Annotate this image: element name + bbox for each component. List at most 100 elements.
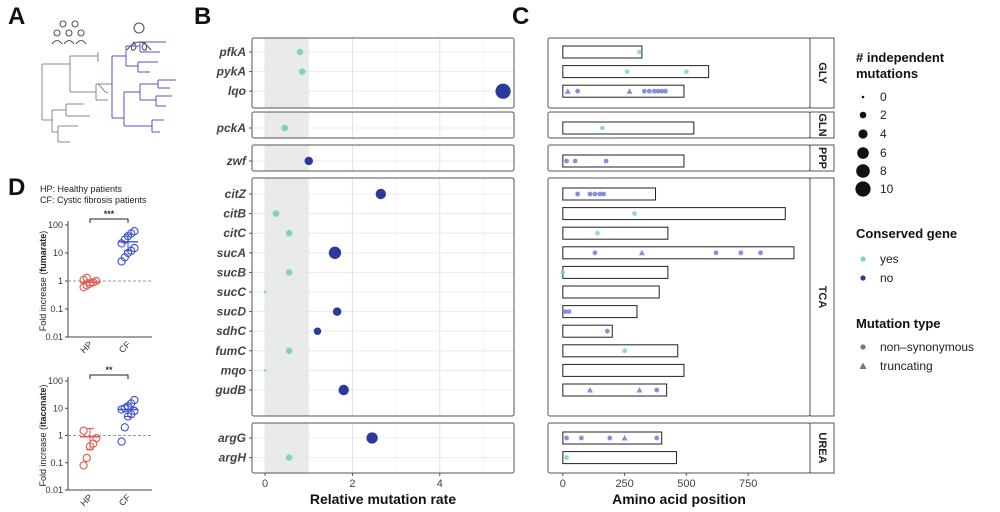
panel-d-letter: D bbox=[8, 174, 25, 201]
facet-strip-label: PPP bbox=[816, 147, 828, 169]
facet-frame bbox=[547, 422, 811, 474]
nonsyn-mutation bbox=[564, 435, 569, 441]
panel-b-mutation-rate-chart: pfkA pykA lqo pckA zwf citZ citB citC sucA sucB su… bbox=[214, 37, 515, 507]
rate-point bbox=[328, 246, 342, 259]
shaded-region bbox=[265, 423, 309, 473]
nonsyn-mutation bbox=[572, 158, 578, 164]
sample-point bbox=[117, 437, 126, 446]
gene-label: fumC bbox=[215, 344, 246, 358]
gene-length-bar bbox=[562, 431, 663, 445]
rate-point bbox=[281, 124, 289, 132]
gene-length-bar bbox=[562, 246, 795, 260]
y-axis-title: Fold increase (fumarate) bbox=[38, 231, 48, 332]
rate-point bbox=[375, 188, 387, 200]
facet-strip bbox=[809, 422, 835, 474]
facet-frame bbox=[251, 144, 515, 172]
y-tick-label: 100 bbox=[48, 220, 63, 230]
nonsyn-mutation bbox=[607, 435, 613, 441]
nonsyn-mutation bbox=[566, 309, 572, 314]
size-legend-label-6: 6 bbox=[880, 146, 887, 160]
hp-definition: HP: Healthy patients bbox=[40, 184, 123, 194]
rate-point bbox=[495, 83, 511, 99]
y-tick-label: 0.1 bbox=[50, 304, 63, 314]
facet-strip-label: GLN bbox=[816, 113, 828, 136]
x-tick-label: 0 bbox=[560, 478, 566, 490]
nonsyn-mutation bbox=[595, 230, 600, 236]
sample-point bbox=[130, 243, 139, 253]
nonsyn-mutation bbox=[684, 69, 689, 74]
sample-point bbox=[120, 423, 129, 432]
sample-point bbox=[82, 273, 91, 282]
y-axis-title-prefix: Fold increase ( bbox=[38, 272, 48, 332]
facet-frame bbox=[251, 177, 515, 417]
truncating-mutation bbox=[621, 435, 628, 441]
gene-length-bar bbox=[562, 451, 678, 465]
phylogeny-panel bbox=[41, 20, 176, 143]
panel-b-letter: B bbox=[194, 3, 211, 30]
nonsyn-mutation bbox=[738, 250, 744, 256]
nonsyn-mutation bbox=[641, 88, 647, 94]
sample-point bbox=[82, 453, 91, 463]
nonsyn-mutation bbox=[654, 387, 660, 393]
gene-length-bar bbox=[562, 45, 643, 59]
nonsyn-mutation bbox=[659, 88, 665, 94]
nonsyn-mutation bbox=[560, 270, 566, 275]
nonsyn-mutation bbox=[654, 435, 660, 441]
gene-label: sucB bbox=[217, 265, 247, 279]
gene-label: gudB bbox=[214, 383, 246, 397]
nonsyn-mutation bbox=[601, 191, 607, 197]
nonsyn-mutation bbox=[562, 309, 568, 314]
y-tick-label: 1 bbox=[58, 276, 63, 286]
nonsyn-mutation bbox=[603, 158, 609, 164]
nonsyn-mutation bbox=[575, 88, 581, 94]
x-tick-label: CF bbox=[117, 339, 133, 355]
facet-strip bbox=[809, 37, 835, 109]
panel-a-letter: A bbox=[8, 3, 25, 30]
nonsyn-mutation bbox=[564, 455, 569, 460]
gene-length-bar bbox=[562, 265, 669, 279]
sample-point bbox=[130, 406, 139, 416]
rate-point bbox=[366, 432, 378, 444]
sample-point bbox=[79, 461, 88, 470]
gene-label: pfkA bbox=[218, 45, 246, 59]
rate-point bbox=[296, 48, 304, 56]
gene-length-bar bbox=[562, 207, 786, 221]
gene-label: citB bbox=[223, 207, 246, 221]
y-tick-label: 10 bbox=[53, 403, 63, 413]
size-legend-label-8: 8 bbox=[880, 164, 887, 178]
conserved-yes-swatch bbox=[860, 256, 866, 262]
gene-label: citC bbox=[223, 226, 246, 240]
gene-label: sucC bbox=[217, 285, 247, 299]
nonsyn-mutation bbox=[587, 191, 593, 197]
nonsyn-mutation bbox=[592, 250, 598, 256]
nonsyn-mutation bbox=[651, 88, 657, 94]
gene-label: sucA bbox=[217, 246, 246, 260]
size-legend-dot-8 bbox=[856, 164, 870, 178]
nonsyn-swatch bbox=[860, 344, 866, 350]
gene-label: pckA bbox=[216, 121, 246, 135]
phylogenetic-tree bbox=[41, 41, 176, 143]
x-tick-label: 250 bbox=[615, 478, 633, 490]
y-axis-title-metabolite: itaconate bbox=[38, 387, 48, 427]
truncating-mutation bbox=[626, 88, 633, 94]
sample-point bbox=[79, 426, 88, 435]
sample-point bbox=[130, 395, 139, 405]
shaded-region bbox=[265, 178, 309, 416]
x-axis-title: Amino acid position bbox=[612, 491, 746, 507]
panel-c-letter: C bbox=[512, 3, 529, 30]
nonsyn-mutation bbox=[632, 211, 637, 217]
size-legend-dot-10 bbox=[855, 181, 871, 197]
sample-point bbox=[92, 276, 101, 286]
rate-point bbox=[304, 156, 314, 166]
size-legend-label-10: 10 bbox=[880, 182, 894, 196]
size-legend-title-1: # independent bbox=[856, 50, 945, 65]
x-tick-label: 750 bbox=[739, 478, 757, 490]
gene-label: citZ bbox=[225, 187, 247, 201]
significance-label: *** bbox=[104, 209, 115, 219]
y-axis-title-suffix: ) bbox=[38, 384, 48, 387]
y-tick-label: 0.01 bbox=[45, 332, 63, 342]
gene-label: argG bbox=[218, 431, 246, 445]
